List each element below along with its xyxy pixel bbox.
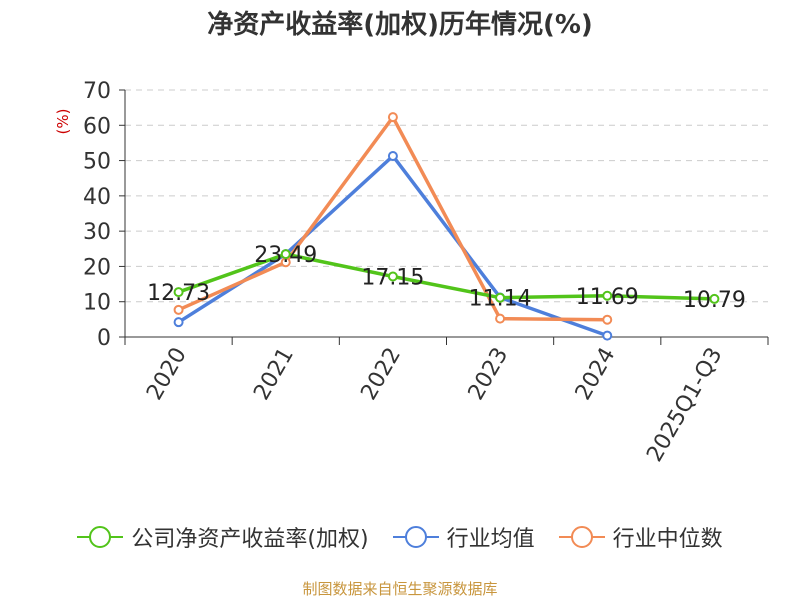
legend-item-industry-mean[interactable]: 行业均值 [392,521,535,553]
y-tick-label: 10 [83,291,111,316]
x-tick-label: 2021 [249,344,299,405]
y-tick-label: 40 [83,185,111,210]
data-point [173,304,184,315]
line-chart: 0 10 20 30 40 50 60 70 (%) 2020 2021 2022 2023 2024 20… [54,79,769,467]
x-tick-label: 2022 [356,344,406,405]
y-tick-label: 70 [83,79,111,104]
data-point [387,112,398,123]
data-point [387,271,398,282]
y-tick-label: 0 [97,326,111,351]
source-footer: 制图数据来自恒生聚源数据库 [302,580,498,598]
legend-label-company-roe: 公司净资产收益率(加权) [131,527,369,552]
y-tick-label: 60 [83,114,111,139]
data-label: 11.69 [576,285,639,310]
x-tick-label: 2024 [571,344,621,405]
y-tick-label: 30 [83,220,111,245]
x-tick-label: 2023 [464,344,514,405]
y-tick-label: 50 [83,150,111,175]
data-label: 17.15 [361,265,424,290]
x-tick-label: 2020 [142,344,192,405]
y-tick-label: 20 [83,255,111,280]
x-tick-label: 2025Q1-Q3 [642,344,727,467]
data-point [495,292,506,303]
data-point [173,317,184,328]
data-point [602,290,613,301]
data-point [709,293,720,304]
legend-marker-orange-icon [558,524,605,550]
legend-marker-blue-icon [392,524,439,550]
y-axis-label: (%) [54,109,72,135]
data-label: 23.49 [254,243,317,268]
legend-marker-green-icon [77,524,124,550]
data-label: 10.79 [683,288,746,313]
data-label: 11.14 [469,287,532,312]
legend-item-company-roe[interactable]: 公司净资产收益率(加权) [77,521,369,553]
data-point [495,313,506,324]
data-point [602,314,613,325]
data-point [280,249,291,260]
chart-legend: 公司净资产收益率(加权) 行业均值 行业中位数 [0,520,800,554]
data-point [173,287,184,298]
legend-label-industry-median: 行业中位数 [612,527,723,552]
series-line [177,252,715,301]
data-point [602,330,613,341]
legend-item-industry-median[interactable]: 行业中位数 [558,521,723,553]
data-point [387,150,398,161]
data-label: 12.73 [147,281,210,306]
chart-title: 净资产收益率(加权)历年情况(%) [207,10,593,40]
legend-label-industry-mean: 行业均值 [446,527,535,552]
series-line [177,154,608,338]
